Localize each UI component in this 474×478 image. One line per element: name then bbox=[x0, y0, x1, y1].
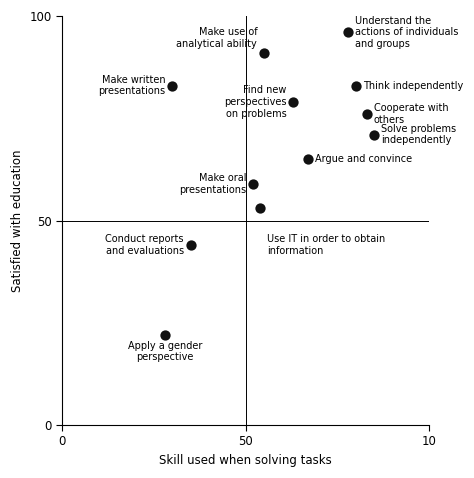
Point bbox=[304, 155, 312, 163]
Y-axis label: Satisfied with education: Satisfied with education bbox=[11, 149, 24, 292]
Point bbox=[249, 180, 257, 187]
X-axis label: Skill used when solving tasks: Skill used when solving tasks bbox=[159, 454, 332, 467]
Text: Make use of
analytical ability: Make use of analytical ability bbox=[176, 27, 257, 49]
Text: Think independently: Think independently bbox=[363, 81, 463, 91]
Point bbox=[260, 49, 268, 57]
Text: Make written
presentations: Make written presentations bbox=[98, 75, 165, 97]
Point bbox=[345, 29, 352, 36]
Point bbox=[363, 110, 371, 118]
Point bbox=[290, 98, 297, 106]
Point bbox=[161, 331, 169, 339]
Text: Solve problems
independently: Solve problems independently bbox=[381, 124, 456, 145]
Text: Apply a gender
perspective: Apply a gender perspective bbox=[128, 340, 202, 362]
Text: Make oral
presentations: Make oral presentations bbox=[179, 173, 246, 195]
Text: Cooperate with
others: Cooperate with others bbox=[374, 103, 448, 125]
Text: Understand the
actions of individuals
and groups: Understand the actions of individuals an… bbox=[356, 16, 459, 49]
Point bbox=[187, 241, 194, 249]
Text: Use IT in order to obtain
information: Use IT in order to obtain information bbox=[267, 234, 385, 256]
Point bbox=[370, 131, 378, 139]
Text: Find new
perspectives
on problems: Find new perspectives on problems bbox=[224, 86, 286, 119]
Text: Conduct reports
and evaluations: Conduct reports and evaluations bbox=[105, 234, 184, 256]
Point bbox=[169, 82, 176, 89]
Point bbox=[256, 205, 264, 212]
Point bbox=[352, 82, 360, 89]
Text: Argue and convince: Argue and convince bbox=[315, 154, 412, 164]
